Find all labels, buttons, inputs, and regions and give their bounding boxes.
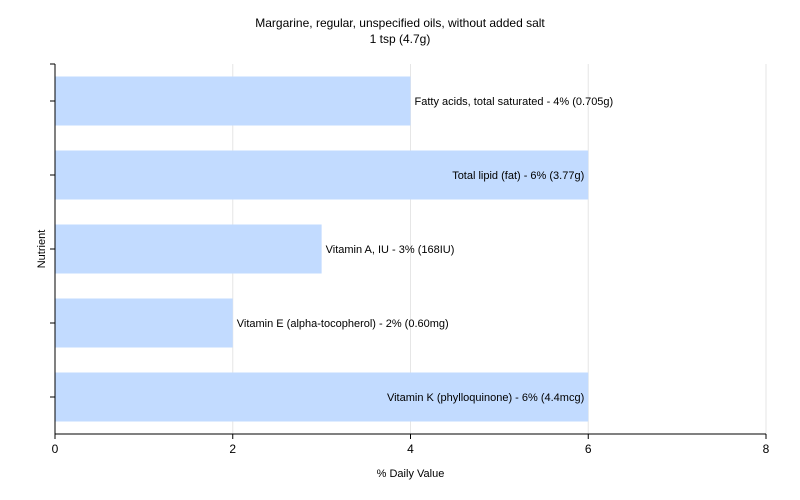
bar [55,224,322,274]
chart-title: Margarine, regular, unspecified oils, wi… [255,16,545,30]
x-tick-label: 0 [52,442,59,456]
bar-label: Fatty acids, total saturated - 4% (0.705… [415,96,614,108]
bar [55,150,589,200]
bar [55,372,589,422]
x-axis-label: % Daily Value [377,468,445,480]
x-tick-label: 8 [763,442,770,456]
bar-label: Vitamin E (alpha-tocopherol) - 2% (0.60m… [237,318,449,330]
x-tick-label: 6 [585,442,592,456]
bar-label: Vitamin K (phylloquinone) - 6% (4.4mcg) [387,392,584,404]
bar-label: Vitamin A, IU - 3% (168IU) [326,244,455,256]
x-tick-label: 2 [229,442,236,456]
chart-subtitle: 1 tsp (4.7g) [369,32,431,46]
bar [55,298,233,348]
bar-label: Total lipid (fat) - 6% (3.77g) [452,170,584,182]
y-axis-label: Nutrient [36,230,48,269]
x-tick-label: 4 [407,442,414,456]
bar [55,76,411,126]
